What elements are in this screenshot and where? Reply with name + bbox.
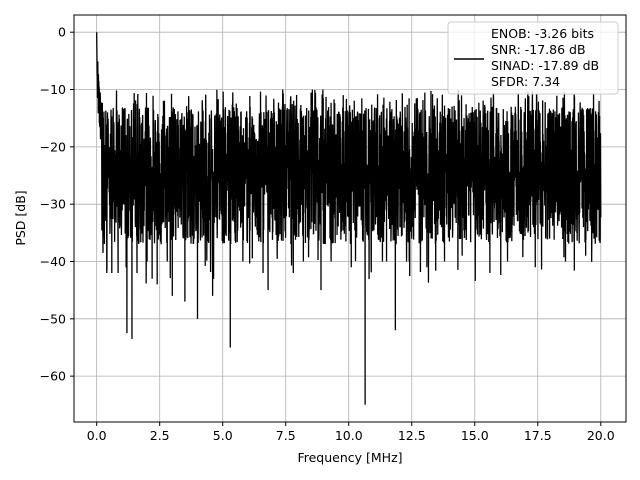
y-tick-label: −20 (40, 139, 66, 154)
x-tick-label: 7.5 (276, 428, 296, 443)
legend-enob: ENOB: -3.26 bits (491, 26, 594, 41)
y-tick-label: −60 (40, 369, 66, 384)
psd-line (96, 32, 602, 405)
y-tick-label: −10 (40, 82, 66, 97)
legend-sinad: SINAD: -17.89 dB (491, 58, 599, 73)
x-tick-label: 0.0 (87, 428, 107, 443)
x-tick-label: 20.0 (587, 428, 615, 443)
legend-sfdr: SFDR: 7.34 (491, 74, 560, 89)
x-tick-label: 17.5 (524, 428, 552, 443)
x-axis-label: Frequency [MHz] (297, 450, 402, 465)
psd-series (96, 32, 602, 405)
x-tick-label: 10.0 (335, 428, 363, 443)
x-tick-label: 12.5 (398, 428, 426, 443)
x-tick-label: 2.5 (150, 428, 170, 443)
legend-box (447, 21, 619, 95)
y-axis-ticks: 0 −10 −20 −30 −40 −50 −60 (40, 25, 74, 384)
legend-snr: SNR: -17.86 dB (491, 42, 586, 57)
y-tick-label: −40 (40, 254, 66, 269)
x-tick-label: 5.0 (213, 428, 233, 443)
y-tick-label: −30 (40, 197, 66, 212)
y-axis-label: PSD [dB] (13, 190, 28, 245)
x-tick-label: 15.0 (461, 428, 489, 443)
y-tick-label: −50 (40, 311, 66, 326)
x-axis-ticks: 0.0 2.5 5.0 7.5 10.0 12.5 15.0 17.5 20.0 (87, 422, 615, 443)
legend: ENOB: -3.26 bits SNR: -17.86 dB SINAD: -… (447, 21, 619, 95)
axes-frame (73, 14, 627, 423)
y-tick-label: 0 (58, 25, 66, 40)
